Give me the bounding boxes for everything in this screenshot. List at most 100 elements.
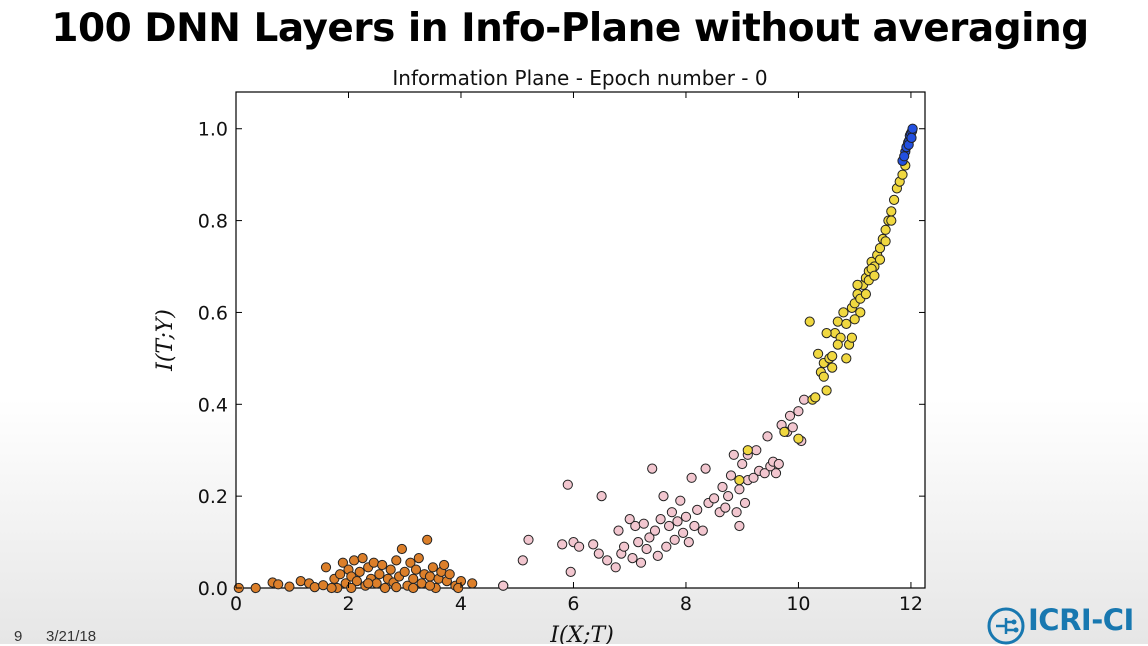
data-point	[371, 578, 382, 589]
data-point	[720, 502, 731, 513]
data-point	[886, 215, 897, 226]
data-point	[852, 279, 863, 290]
data-point	[649, 525, 661, 536]
data-point	[309, 582, 320, 593]
data-point	[773, 458, 784, 470]
data-point	[424, 580, 436, 591]
data-point	[793, 406, 804, 417]
data-point	[318, 580, 329, 591]
data-point	[827, 351, 838, 362]
data-point	[638, 518, 649, 529]
data-point	[841, 318, 852, 329]
data-point	[351, 576, 362, 587]
data-point	[770, 468, 782, 479]
data-point	[804, 316, 815, 327]
data-point	[422, 534, 433, 545]
chart-title: Information Plane - Epoch number - 0	[392, 66, 767, 90]
data-point	[666, 507, 678, 518]
data-point	[410, 564, 422, 575]
y-tick-label: 0.2	[198, 486, 228, 508]
data-point	[906, 132, 917, 143]
data-point	[664, 520, 675, 532]
data-point	[678, 527, 689, 539]
slide-title: 100 DNN Layers in Info-Plane without ave…	[51, 6, 1089, 51]
data-point	[813, 348, 824, 359]
data-point	[320, 562, 332, 573]
data-point	[405, 557, 416, 568]
y-tick-label: 0.8	[198, 211, 228, 233]
data-point	[880, 224, 891, 235]
y-axis-label: I(T;Y)	[153, 309, 178, 372]
data-point	[627, 553, 638, 564]
slide-date: 3/21/18	[46, 628, 97, 645]
data-point	[849, 314, 860, 325]
data-point	[723, 491, 734, 502]
data-point	[644, 532, 655, 543]
data-point	[762, 431, 773, 442]
data-point	[739, 497, 751, 509]
data-point	[413, 553, 424, 564]
circuit-brain-icon	[987, 607, 1025, 645]
data-point	[444, 569, 455, 580]
data-point	[751, 445, 762, 456]
y-tick-label: 0.6	[198, 302, 228, 324]
data-point	[779, 426, 790, 437]
data-point	[630, 520, 641, 532]
data-point	[379, 582, 391, 594]
data-point	[326, 582, 337, 594]
data-point	[737, 458, 748, 470]
data-point	[787, 422, 798, 433]
data-point	[562, 479, 573, 490]
logo-text: ICRI-CI	[1028, 603, 1134, 637]
data-point	[647, 463, 658, 474]
data-point	[652, 550, 663, 562]
data-point	[635, 557, 647, 568]
data-point	[641, 543, 652, 555]
data-point	[427, 562, 438, 573]
x-tick-label: 12	[899, 593, 923, 615]
data-point	[759, 468, 770, 479]
plot-area	[235, 91, 926, 589]
data-point	[907, 123, 918, 134]
data-point	[391, 555, 402, 566]
data-point	[655, 514, 666, 525]
data-point	[692, 504, 703, 515]
data-point	[374, 569, 385, 580]
data-points	[233, 123, 918, 594]
data-point	[346, 582, 357, 594]
x-tick-label: 6	[567, 593, 579, 615]
x-axis-label: I(X;T)	[549, 623, 614, 644]
x-tick-label: 10	[786, 593, 810, 615]
data-point	[897, 169, 908, 180]
data-point	[498, 580, 509, 591]
data-point	[557, 539, 568, 550]
data-point	[748, 472, 759, 483]
data-point	[672, 516, 683, 527]
data-point	[399, 566, 410, 578]
data-point	[467, 578, 478, 589]
data-point	[697, 525, 708, 536]
data-point	[880, 236, 891, 247]
data-point	[624, 514, 635, 525]
data-point	[832, 316, 843, 327]
data-point	[731, 507, 742, 518]
data-point	[363, 578, 374, 589]
data-point	[633, 537, 644, 548]
data-point	[784, 410, 796, 421]
data-point	[250, 582, 261, 594]
data-point	[565, 566, 576, 578]
data-point	[821, 385, 832, 396]
data-point	[827, 362, 838, 373]
data-point	[874, 243, 886, 254]
data-point	[717, 481, 728, 493]
data-point	[810, 392, 821, 403]
y-tick-label: 1.0	[198, 119, 228, 141]
data-point	[869, 270, 880, 281]
data-point	[855, 307, 866, 318]
data-point	[619, 541, 630, 552]
data-point	[689, 520, 700, 532]
data-point	[675, 495, 686, 506]
data-point	[602, 555, 613, 566]
data-point	[596, 491, 607, 502]
